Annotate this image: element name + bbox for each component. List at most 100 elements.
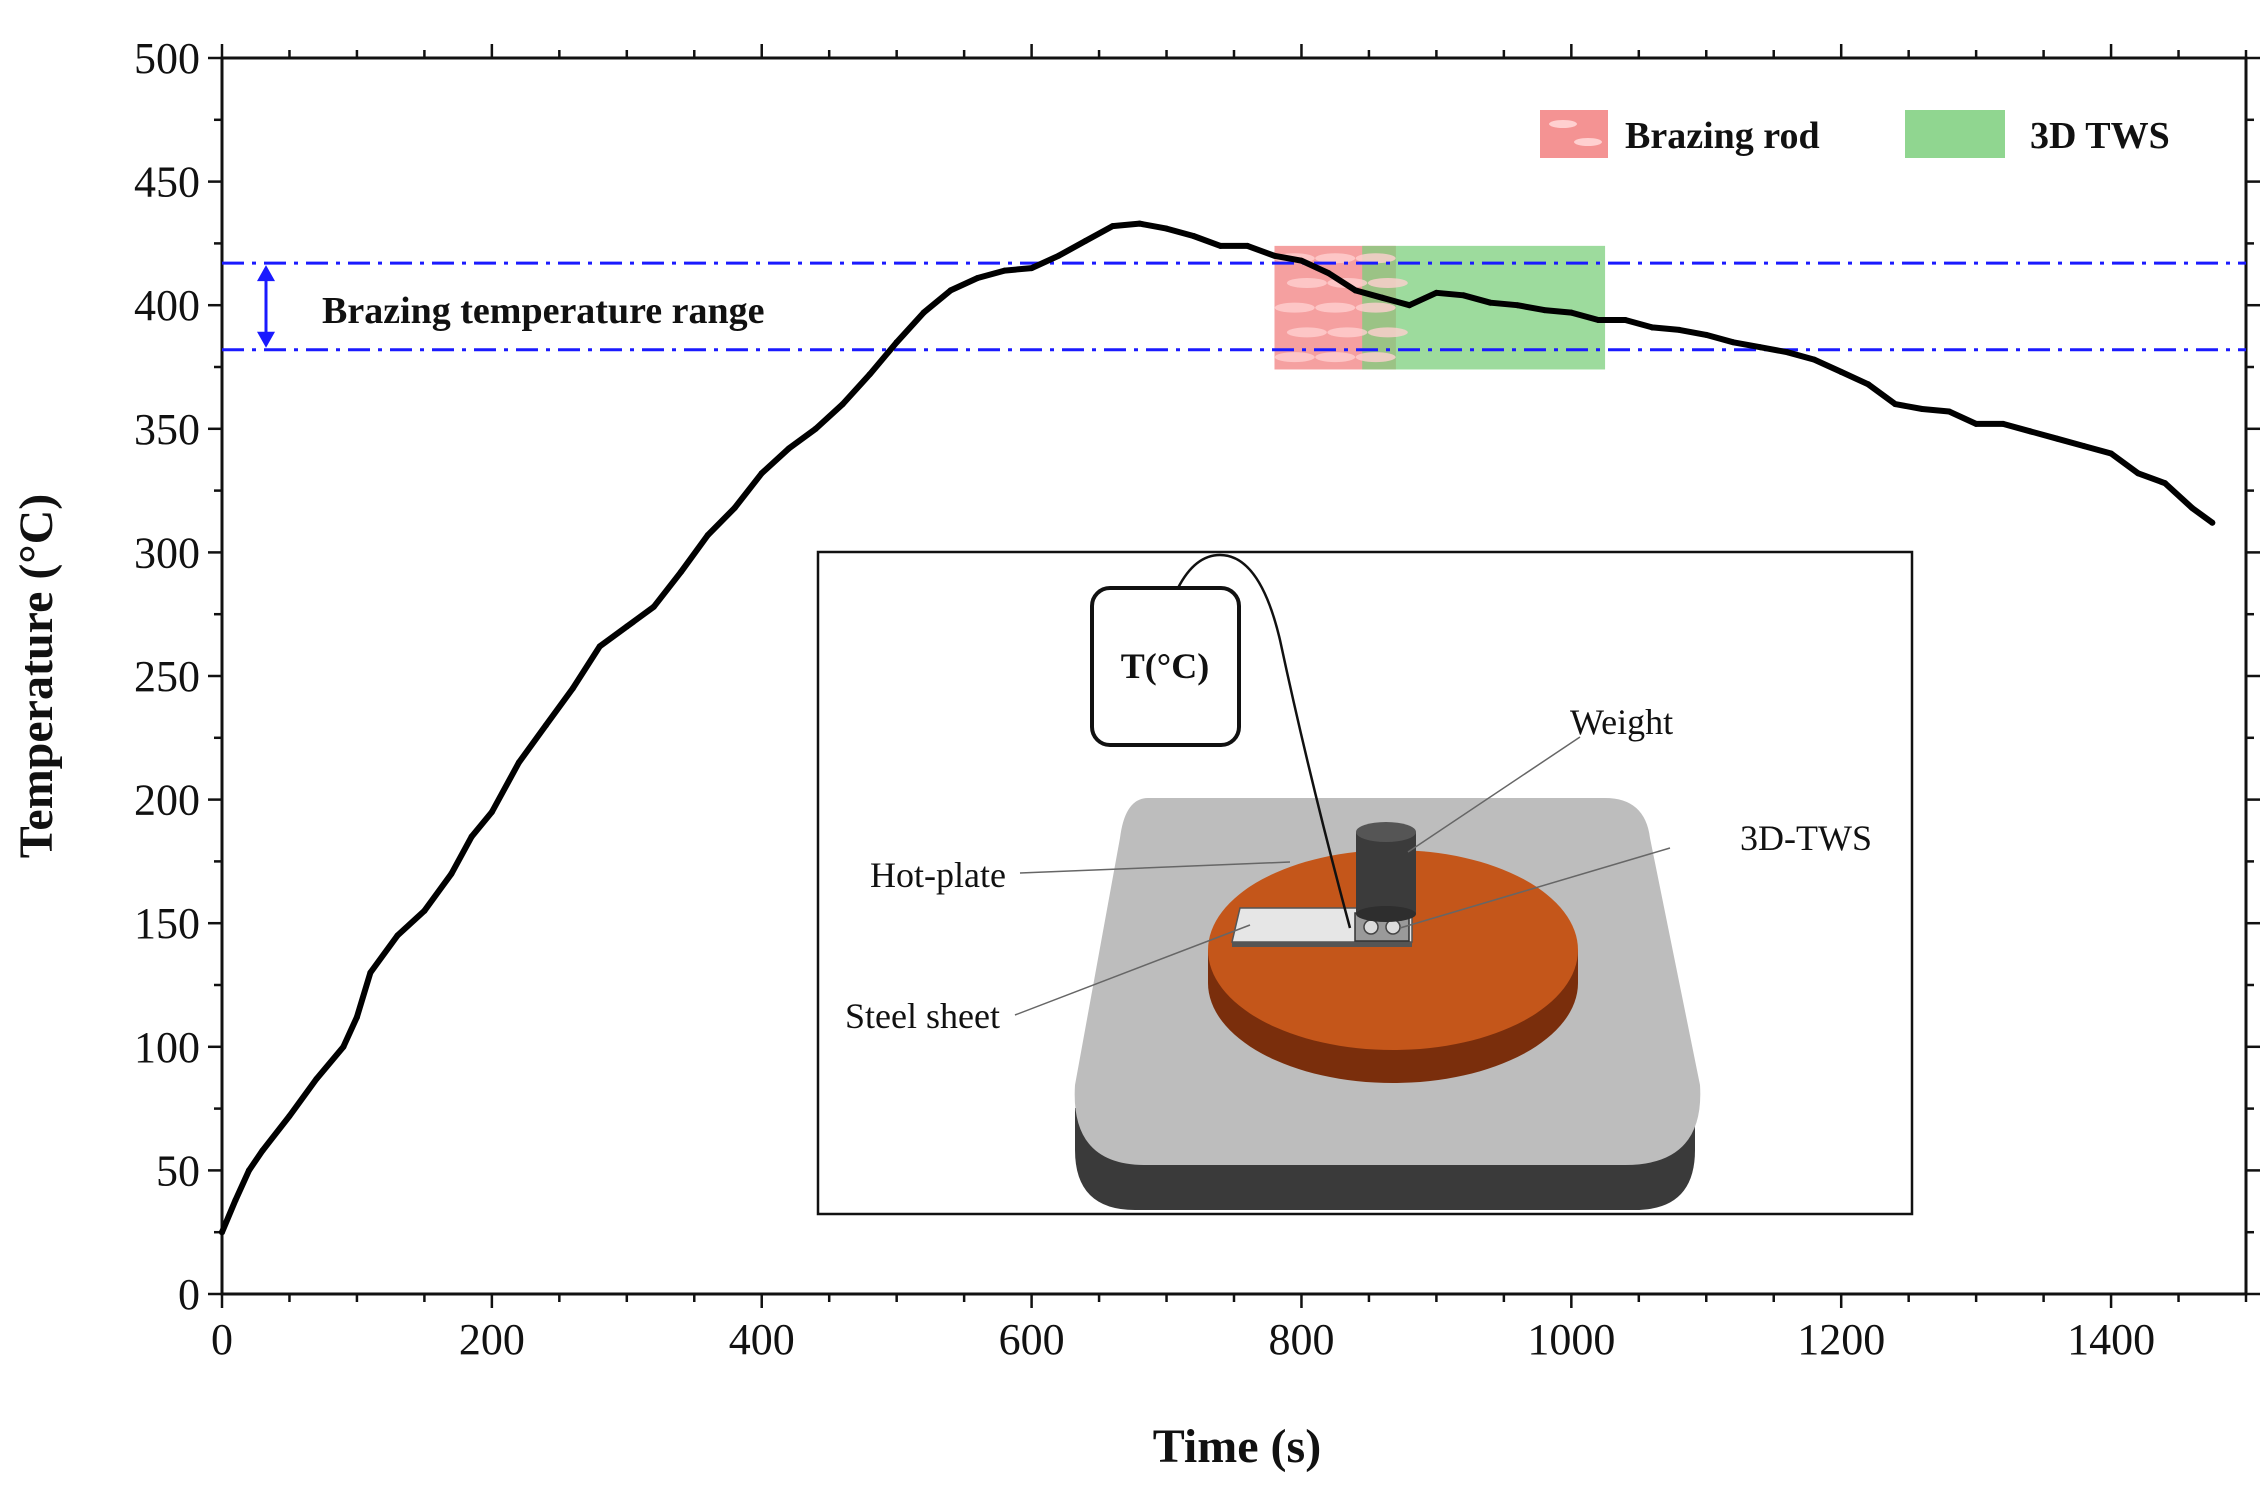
series-point	[1757, 344, 1764, 351]
series-point	[259, 1147, 266, 1154]
series-point	[1325, 270, 1332, 277]
series-point	[731, 504, 738, 511]
heating-disc-top	[1208, 850, 1578, 1050]
series-point	[2162, 480, 2169, 487]
band-texture-mark	[1274, 352, 1315, 363]
series-point	[1892, 401, 1899, 408]
y-axis-title: Temperature (°C)	[10, 494, 63, 858]
x-tick-label: 1200	[1797, 1315, 1885, 1364]
y-axis-ticks: 0 50 100 150 200 250 300 350 400 450 500	[134, 34, 2260, 1319]
y-tick-label: 250	[134, 652, 200, 701]
inset-schematic: T(°C) Weight 3D-TWS Hot-plate Steel shee…	[816, 550, 1914, 1216]
legend-label-brazing-rod: Brazing rod	[1625, 115, 1820, 157]
y-tick-label: 400	[134, 281, 200, 330]
band-texture-mark	[1315, 352, 1356, 363]
tws-cell	[1385, 919, 1401, 935]
band-texture-mark	[1286, 277, 1327, 288]
series-point	[1973, 420, 1980, 427]
y-tick-label: 200	[134, 776, 200, 825]
label-3d-tws: 3D-TWS	[1740, 818, 1872, 858]
x-tick-label: 0	[211, 1315, 233, 1364]
series-point	[947, 287, 954, 294]
series-point	[1082, 237, 1089, 244]
series-point	[920, 309, 927, 316]
series-point	[677, 569, 684, 576]
y-tick-label: 450	[134, 158, 200, 207]
series-point	[623, 623, 630, 630]
series-point	[2209, 519, 2216, 526]
y-tick-label: 0	[178, 1270, 200, 1319]
series-point	[569, 685, 576, 692]
series-point	[1784, 349, 1791, 356]
weight-bottom	[1356, 906, 1416, 922]
legend: Brazing rod 3D TWS	[1540, 110, 2170, 158]
x-tick-label: 600	[999, 1315, 1065, 1364]
thermocouple-label: T(°C)	[1121, 646, 1209, 686]
series-point	[1352, 287, 1359, 294]
range-label: Brazing temperature range	[322, 290, 765, 332]
legend-swatch-3d-tws	[1905, 110, 2005, 158]
series-point	[650, 603, 657, 610]
series-point	[448, 870, 455, 877]
series-point	[1595, 317, 1602, 324]
band-texture-mark	[1355, 302, 1396, 313]
series-point	[758, 470, 765, 477]
series-point	[232, 1197, 239, 1204]
series-point	[1865, 381, 1872, 388]
series-point	[1433, 289, 1440, 296]
band-texture-mark	[1274, 302, 1315, 313]
series-point	[1838, 368, 1845, 375]
series-point	[353, 1014, 360, 1021]
weight-body	[1356, 832, 1416, 914]
series-point	[785, 445, 792, 452]
x-axis-title: Time (s)	[1153, 1420, 1321, 1473]
series-point	[1379, 294, 1386, 301]
series-point	[1217, 242, 1224, 249]
series-point	[974, 275, 981, 282]
weight-top	[1356, 822, 1416, 842]
range-annotation: Brazing temperature range	[257, 265, 765, 348]
series-point	[1676, 326, 1683, 333]
y-tick-label: 350	[134, 405, 200, 454]
temperature-series-points	[219, 220, 2216, 1236]
tws-cell	[1363, 919, 1379, 935]
steel-sheet-edge	[1232, 942, 1412, 947]
leader-steel-sheet	[1014, 924, 1251, 1016]
series-point	[2108, 450, 2115, 457]
x-tick-label: 1400	[2067, 1315, 2155, 1364]
legend-swatch-brazing-rod	[1540, 110, 1608, 158]
series-point	[394, 932, 401, 939]
series-point	[704, 532, 711, 539]
series-point	[1730, 339, 1737, 346]
series-point	[2027, 428, 2034, 435]
series-point	[542, 722, 549, 729]
series-point	[488, 808, 495, 815]
series-point	[2189, 504, 2196, 511]
series-point	[421, 907, 428, 914]
series-point	[286, 1113, 293, 1120]
series-point	[313, 1075, 320, 1082]
series-point	[1028, 265, 1035, 272]
series-point	[893, 339, 900, 346]
x-axis-ticks: 0 200 400 600 800 1000 1200 1400	[211, 44, 2248, 1364]
y-tick-label: 300	[134, 528, 200, 577]
legend-swatch-texture	[1549, 120, 1577, 128]
series-point	[1568, 309, 1575, 316]
band-texture-mark	[1315, 253, 1356, 264]
series-point	[1649, 324, 1656, 331]
y-tick-label: 100	[134, 1023, 200, 1072]
band-texture-mark	[1355, 253, 1396, 264]
thermocouple-display	[1090, 586, 1241, 747]
series-point	[219, 1229, 225, 1236]
series-point	[1541, 307, 1548, 314]
x-tick-label: 200	[459, 1315, 525, 1364]
x-tick-label: 800	[1268, 1315, 1334, 1364]
y-tick-label: 50	[156, 1146, 200, 1195]
series-point	[2081, 443, 2088, 450]
series-point	[1271, 252, 1278, 259]
series-point	[1244, 242, 1251, 249]
series-point	[1514, 302, 1521, 309]
range-arrowhead-bottom	[257, 331, 275, 348]
series-point	[1946, 408, 1953, 415]
